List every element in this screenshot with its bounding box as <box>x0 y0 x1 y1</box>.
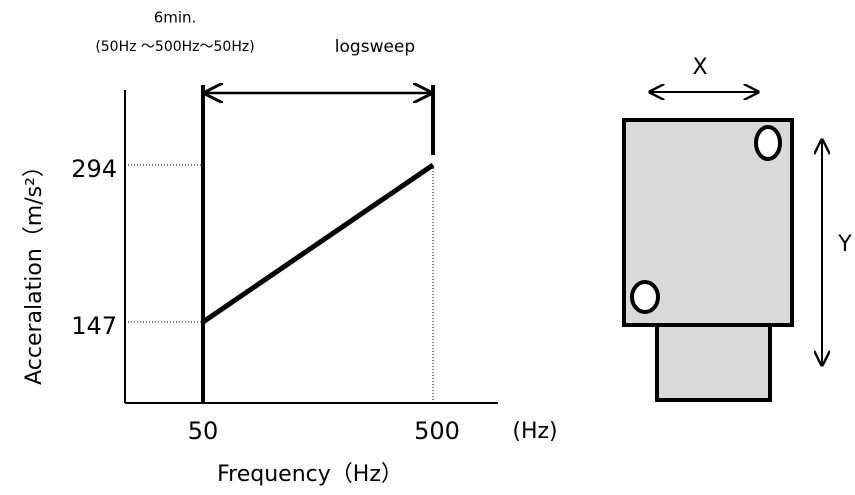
hole <box>630 280 660 314</box>
y-axis-title: Acceralation（m/s²） <box>22 155 47 385</box>
x-axis-title: Frequency（Hz） <box>217 462 403 487</box>
device-base <box>655 323 772 402</box>
x-label: 50 <box>188 417 219 445</box>
sweep-line <box>201 162 435 325</box>
y-label: 147 <box>71 312 117 340</box>
hole <box>754 125 782 161</box>
duration: 6min. <box>154 9 197 27</box>
x-label: 500 <box>414 417 460 445</box>
x-unit: (Hz) <box>512 419 557 444</box>
y-direction: Y <box>837 232 852 257</box>
x-direction: X <box>692 55 707 80</box>
sweep-range: (50Hz ～500Hz～50Hz) <box>95 39 254 55</box>
y-label: 294 <box>71 155 117 183</box>
sweep-type: logsweep <box>335 37 415 57</box>
